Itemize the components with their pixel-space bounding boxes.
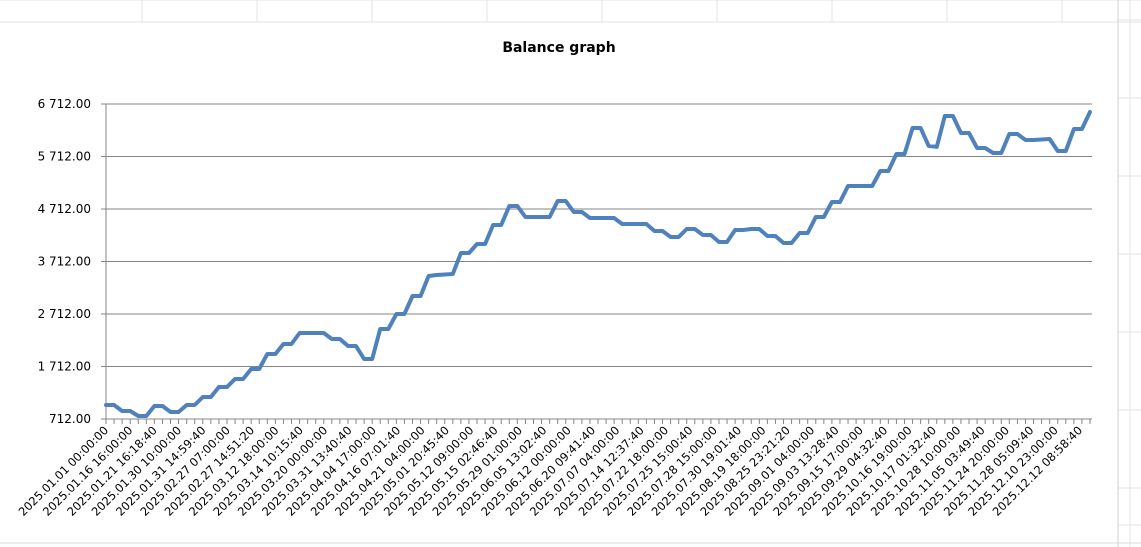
y-tick-label: 712.00	[49, 412, 91, 426]
y-tick-label: 3 712.00	[38, 255, 91, 269]
balance-line	[104, 110, 1092, 418]
y-tick-label: 4 712.00	[38, 202, 91, 216]
y-tick-label: 5 712.00	[38, 150, 91, 164]
y-tick-label: 1 712.00	[38, 360, 91, 374]
y-tick-label: 6 712.00	[38, 97, 91, 111]
chart-title: Balance graph	[502, 40, 615, 56]
y-tick-label: 2 712.00	[38, 307, 91, 321]
